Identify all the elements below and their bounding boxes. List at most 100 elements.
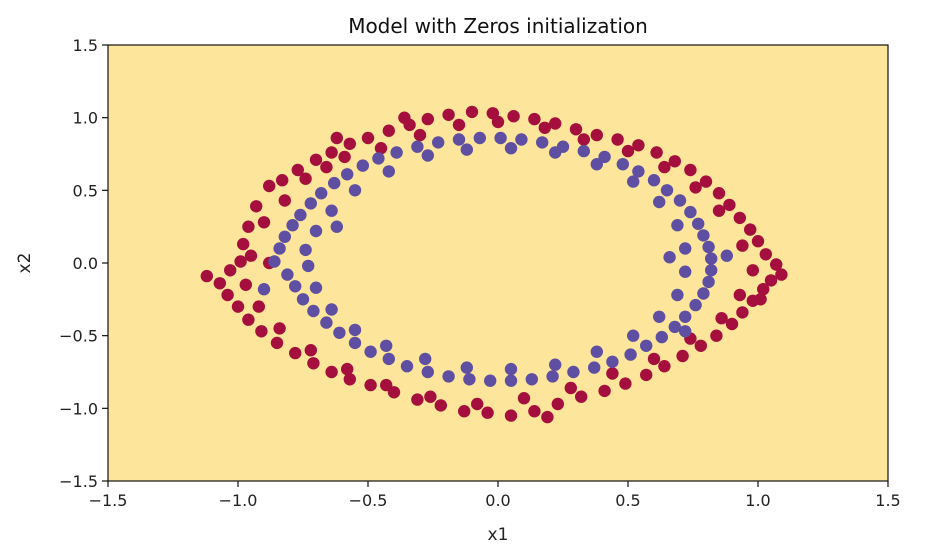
data-point-series-0-18 xyxy=(465,105,479,119)
data-point-series-0-56 xyxy=(458,405,471,418)
data-point-series-1-69 xyxy=(549,146,562,159)
data-point-series-1-52 xyxy=(382,352,395,366)
data-point-series-1-74 xyxy=(679,242,692,255)
data-point-series-1-70 xyxy=(590,158,603,171)
data-point-series-1-0 xyxy=(268,255,281,268)
data-point-series-1-82 xyxy=(460,361,473,374)
data-point-series-1-55 xyxy=(333,326,346,339)
data-point-series-1-71 xyxy=(627,175,640,188)
data-point-series-0-0 xyxy=(200,269,213,283)
data-point-series-1-85 xyxy=(348,323,362,337)
data-point-series-0-77 xyxy=(413,128,427,142)
data-point-series-1-41 xyxy=(606,355,619,368)
data-point-series-0-55 xyxy=(481,406,494,419)
data-point-series-0-48 xyxy=(640,368,653,382)
x-tick-label: 0.0 xyxy=(485,491,510,510)
data-point-series-1-35 xyxy=(689,298,702,312)
data-point-series-0-5 xyxy=(242,220,255,233)
data-point-series-0-34 xyxy=(744,223,757,236)
x-axis: −1.5 −1.0 −0.5 0.0 0.5 1.0 1.5 xyxy=(89,481,901,510)
data-point-series-0-75 xyxy=(338,150,351,164)
data-point-series-0-69 xyxy=(221,288,234,302)
data-point-series-0-11 xyxy=(325,146,338,159)
data-point-series-0-104 xyxy=(754,293,767,306)
data-point-series-1-20 xyxy=(577,144,590,158)
data-point-series-1-14 xyxy=(452,133,466,146)
data-point-series-1-26 xyxy=(673,194,687,207)
data-point-series-0-4 xyxy=(237,237,250,251)
data-point-series-0-24 xyxy=(590,128,603,142)
data-point-series-0-81 xyxy=(577,133,590,146)
data-point-series-1-87 xyxy=(309,281,323,294)
data-point-series-0-65 xyxy=(270,336,284,350)
data-point-series-1-62 xyxy=(309,224,323,238)
data-point-series-1-2 xyxy=(278,230,291,243)
y-tick-label: 1.0 xyxy=(73,109,98,128)
data-point-series-0-106 xyxy=(541,410,554,424)
data-point-series-1-32 xyxy=(705,264,718,277)
data-point-series-1-86 xyxy=(325,303,338,316)
data-point-series-0-32 xyxy=(723,198,736,212)
data-point-series-1-84 xyxy=(380,339,393,352)
data-point-series-1-12 xyxy=(411,140,424,153)
data-point-series-1-72 xyxy=(653,195,666,209)
data-point-series-1-29 xyxy=(697,229,710,242)
data-point-series-1-34 xyxy=(697,287,710,300)
x-tick-label: −1.0 xyxy=(219,491,258,510)
data-point-series-1-64 xyxy=(348,184,362,197)
data-point-series-1-50 xyxy=(421,365,434,379)
data-point-series-0-23 xyxy=(569,123,583,136)
data-point-series-1-60 xyxy=(281,268,294,281)
data-point-series-0-30 xyxy=(699,175,713,188)
data-point-series-1-40 xyxy=(624,348,637,361)
data-point-series-1-48 xyxy=(463,373,476,386)
data-point-series-1-13 xyxy=(432,136,445,149)
data-point-series-0-28 xyxy=(668,155,681,168)
data-point-series-1-27 xyxy=(684,205,697,219)
data-point-series-1-89 xyxy=(257,283,271,296)
data-point-series-0-102 xyxy=(239,278,252,291)
data-point-series-0-59 xyxy=(387,386,401,399)
data-point-series-1-57 xyxy=(307,304,320,318)
data-point-series-0-88 xyxy=(733,288,746,302)
data-point-series-1-43 xyxy=(567,365,580,379)
data-point-series-0-87 xyxy=(746,264,759,277)
y-tick-label: −0.5 xyxy=(59,327,98,346)
data-point-series-0-95 xyxy=(471,397,484,411)
y-axis-label: x2 xyxy=(15,253,35,274)
data-point-series-1-53 xyxy=(364,345,377,358)
x-axis-label: x1 xyxy=(488,525,509,545)
x-tick-label: −1.5 xyxy=(89,491,128,510)
data-point-series-1-38 xyxy=(655,330,668,344)
data-point-series-0-58 xyxy=(411,393,424,406)
data-point-series-0-3 xyxy=(234,255,247,268)
data-point-series-0-64 xyxy=(289,346,302,360)
data-point-series-0-80 xyxy=(538,121,551,134)
data-point-series-0-14 xyxy=(382,124,395,137)
data-point-series-0-73 xyxy=(299,172,312,185)
data-point-series-0-74 xyxy=(320,160,333,174)
data-point-series-0-89 xyxy=(715,312,728,325)
data-point-series-0-97 xyxy=(380,378,393,392)
data-point-series-0-46 xyxy=(676,349,689,363)
data-point-series-0-105 xyxy=(398,111,411,124)
data-point-series-0-39 xyxy=(764,274,778,287)
data-point-series-0-10 xyxy=(309,153,323,166)
y-axis: 1.5 1.0 0.5 0.0 −0.5 −1.0 −1.5 xyxy=(59,36,108,491)
data-point-series-1-21 xyxy=(598,150,611,164)
data-point-series-0-1 xyxy=(213,277,226,290)
y-tick-label: 0.5 xyxy=(73,181,98,200)
data-point-series-0-94 xyxy=(517,392,531,405)
data-point-series-0-27 xyxy=(650,146,663,159)
data-point-series-1-28 xyxy=(692,217,705,230)
data-point-series-0-68 xyxy=(231,300,245,313)
data-point-series-0-37 xyxy=(770,258,783,271)
data-point-series-1-42 xyxy=(588,361,601,374)
data-point-series-0-40 xyxy=(757,283,770,296)
data-point-series-1-49 xyxy=(442,370,455,383)
data-point-series-0-78 xyxy=(452,118,466,132)
data-point-series-1-90 xyxy=(720,249,733,262)
chart-title: Model with Zeros initialization xyxy=(348,14,648,38)
data-point-series-1-66 xyxy=(421,149,434,162)
